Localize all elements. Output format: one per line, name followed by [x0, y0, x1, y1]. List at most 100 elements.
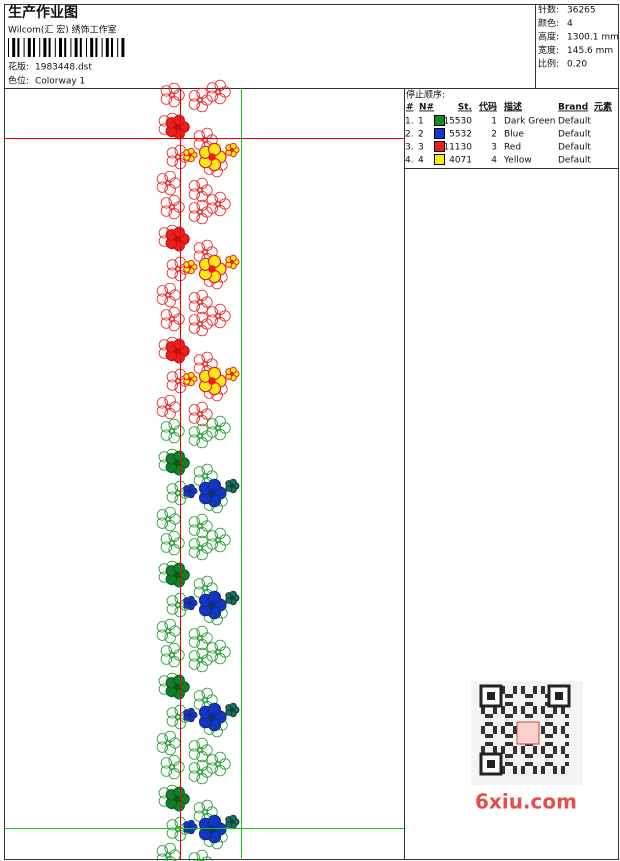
flower-center	[196, 320, 204, 328]
qr-cell	[525, 754, 529, 758]
petal	[156, 621, 168, 633]
qr-cell	[541, 730, 545, 734]
qr-cell	[529, 714, 533, 718]
petal	[188, 412, 200, 424]
qr-cell	[521, 766, 525, 770]
qr-cell	[529, 762, 533, 766]
petal	[160, 757, 172, 769]
flower-center	[173, 795, 181, 803]
qr-cell	[505, 722, 509, 726]
petal	[188, 770, 200, 782]
qr-cell	[549, 734, 553, 738]
flower-center	[214, 312, 222, 320]
qr-cell	[553, 726, 557, 730]
qr-cell	[501, 766, 505, 770]
flower-center	[168, 91, 176, 99]
qr-cell	[493, 726, 497, 730]
petal	[160, 205, 172, 217]
petal	[156, 293, 168, 305]
petal	[188, 90, 200, 102]
qr-finder-core	[555, 692, 563, 700]
qr-cell	[485, 722, 489, 726]
petal	[193, 586, 205, 598]
petal	[160, 653, 172, 665]
bar	[43, 38, 47, 57]
flower-center	[214, 648, 222, 656]
petal	[156, 853, 168, 861]
qr-cell	[553, 770, 557, 774]
petal	[188, 852, 200, 861]
qr-cell	[489, 742, 493, 746]
qr-cell	[561, 726, 565, 730]
flower-center	[164, 627, 172, 635]
table-cell: Red	[504, 143, 521, 153]
table-cell: 4	[491, 156, 497, 166]
qr-cell	[513, 746, 517, 750]
petal	[156, 397, 168, 409]
bar	[12, 38, 16, 57]
petal	[156, 741, 168, 753]
petal	[188, 434, 200, 446]
qr-cell	[545, 722, 549, 726]
flower-center	[196, 410, 204, 418]
qr-cell	[541, 746, 545, 750]
qr-cell	[553, 730, 557, 734]
petal	[166, 819, 178, 831]
petal	[166, 707, 178, 719]
qr-cell	[553, 746, 557, 750]
petal	[206, 538, 218, 550]
table-cell: 11130	[443, 143, 472, 153]
petal	[188, 650, 200, 662]
flower-center	[229, 371, 235, 377]
petal	[173, 562, 185, 575]
petal	[173, 338, 185, 351]
qr-cell	[533, 710, 537, 714]
flower-center	[164, 515, 172, 523]
colorway: Colorway 1	[35, 77, 85, 87]
petal	[206, 418, 218, 430]
petal	[160, 93, 172, 105]
petal	[166, 379, 178, 391]
qr-cell	[553, 766, 557, 770]
color-swatch	[434, 115, 445, 126]
petal	[166, 491, 178, 503]
petal	[166, 595, 178, 607]
qr-cell	[509, 734, 513, 738]
qr-cell	[553, 706, 557, 710]
flower-center	[164, 739, 172, 747]
title: 生产作业图	[8, 4, 78, 21]
qr-cell	[505, 694, 509, 698]
qr-cell	[513, 686, 517, 690]
qr-cell	[521, 690, 525, 694]
flower-center	[196, 858, 204, 861]
qr-cell	[493, 730, 497, 734]
petal	[188, 292, 200, 304]
petal	[188, 636, 200, 648]
flower-center	[201, 696, 209, 704]
petal	[188, 180, 200, 192]
table-cell: 5532	[449, 130, 472, 140]
stat-value: 4	[567, 19, 573, 29]
flower-center	[196, 96, 204, 104]
stat-value: 145.6 mm	[567, 46, 613, 56]
flower-center	[187, 600, 193, 606]
table-cell: 4	[418, 156, 424, 166]
table-header: 元素	[594, 101, 612, 113]
qr-cell	[521, 750, 525, 754]
flower-center	[208, 265, 216, 273]
petal	[166, 715, 178, 727]
table-cell: 1.	[405, 117, 414, 127]
qr-cell	[501, 730, 505, 734]
flower-center	[187, 376, 193, 382]
qr-cell	[505, 742, 509, 746]
bar	[54, 38, 56, 57]
qr-cell	[565, 742, 569, 746]
qr-cell	[549, 742, 553, 746]
qr-cell	[561, 710, 565, 714]
petal	[160, 541, 172, 553]
table-cell: 4.	[405, 156, 414, 166]
petal	[193, 242, 205, 254]
qr-cell	[485, 742, 489, 746]
qr-cell	[533, 706, 537, 710]
qr-cell	[533, 770, 537, 774]
